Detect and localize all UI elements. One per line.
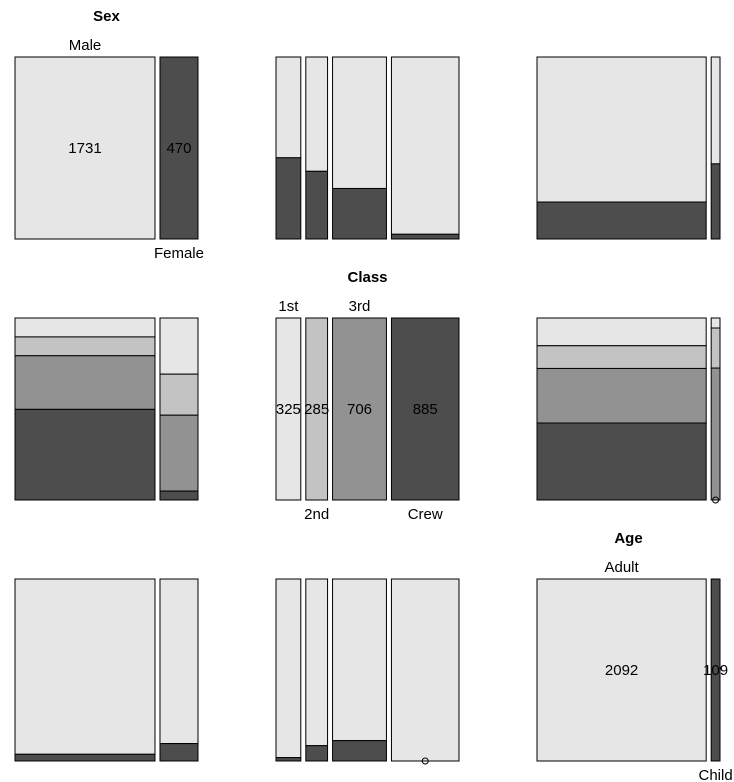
bar-age-adult [536, 578, 707, 762]
var-title-age: Age [614, 530, 642, 547]
mosaic-class-by-sex-tile-female-3rd [159, 414, 199, 492]
mosaic-class-by-age-tile-adult-crew [536, 422, 707, 501]
mosaic-class-by-age-tile-child-1st [710, 317, 721, 329]
var-title-class: Class [347, 269, 387, 286]
level-label-adult: Adult [604, 559, 639, 576]
mosaic-class-by-age-empty-child-crew [712, 496, 720, 504]
var-title-sex: Sex [93, 8, 120, 25]
bar-sex-male [14, 56, 156, 240]
mosaic-age-by-class-tile-crew-adult [390, 578, 460, 762]
mosaic-age-by-class-tile-3rd-child [332, 740, 387, 762]
mosaic-class-by-age-tile-child-2nd [710, 327, 721, 369]
level-label-2nd: 2nd [304, 506, 329, 523]
level-label-1st: 1st [278, 298, 299, 315]
mosaic-age-by-sex-tile-male-adult [14, 578, 156, 755]
mosaic-sex-by-class-tile-2nd-male [305, 56, 329, 172]
bar-class-1st [275, 317, 302, 501]
mosaic-age-by-sex-tile-female-child [159, 743, 199, 762]
mosaic-sex-by-class-tile-3rd-male [332, 56, 387, 189]
bar-age-child [710, 578, 721, 762]
mosaic-age-by-sex-tile-female-adult [159, 578, 199, 745]
count-label-1st: 325 [276, 401, 301, 418]
count-label-female: 470 [166, 140, 191, 157]
mosaic-age-by-class-tile-2nd-adult [305, 578, 329, 747]
mosaic-age-by-class-empty-crew-child [421, 757, 429, 765]
level-label-male: Male [69, 37, 102, 54]
mosaic-class-by-sex-tile-male-crew [14, 408, 156, 501]
mosaic-class-by-sex-tile-male-3rd [14, 355, 156, 410]
mosaic-class-by-age-tile-child-3rd [710, 367, 721, 501]
mosaic-sex-by-age-tile-child-female [710, 163, 721, 240]
mosaic-sex-by-class-tile-1st-female [275, 157, 302, 240]
mosaic-sex-by-class-tile-1st-male [275, 56, 302, 159]
mosaic-sex-by-class-tile-crew-female [390, 233, 460, 240]
mosaic-age-by-class-tile-1st-child [275, 757, 302, 762]
mosaic-class-by-age-tile-adult-2nd [536, 345, 707, 369]
mosaic-sex-by-age-tile-adult-female [536, 201, 707, 240]
mosaic-age-by-sex-tile-male-child [14, 753, 156, 762]
mosaic-class-by-sex-tile-male-2nd [14, 336, 156, 357]
mosaic-sex-by-class-tile-crew-male [390, 56, 460, 235]
mosaic-sex-by-class-tile-2nd-female [305, 170, 329, 240]
level-label-crew: Crew [408, 506, 443, 523]
count-label-3rd: 706 [347, 401, 372, 418]
mosaic-class-by-age-tile-adult-3rd [536, 367, 707, 424]
mosaic-sex-by-age-tile-adult-male [536, 56, 707, 203]
bar-sex-female [159, 56, 199, 240]
mosaic-class-by-sex-tile-male-1st [14, 317, 156, 338]
mosaic-class-by-sex-tile-female-1st [159, 317, 199, 375]
bar-class-crew [390, 317, 460, 501]
level-label-female: Female [154, 245, 204, 262]
mosaic-class-by-sex-tile-female-crew [159, 490, 199, 501]
mosaic-age-by-class-tile-3rd-adult [332, 578, 387, 742]
mosaic-age-by-class-tile-1st-adult [275, 578, 302, 759]
mosaic-age-by-class-tile-2nd-child [305, 745, 329, 762]
mosaic-sex-by-age-tile-child-male [710, 56, 721, 165]
count-label-male: 1731 [68, 140, 101, 157]
bar-class-2nd [305, 317, 329, 501]
level-label-child: Child [698, 767, 732, 782]
count-label-adult: 2092 [605, 662, 638, 679]
mosaic-sex-by-class-tile-3rd-female [332, 187, 387, 240]
count-label-child: 109 [703, 662, 728, 679]
count-label-crew: 885 [413, 401, 438, 418]
level-label-3rd: 3rd [349, 298, 371, 315]
mosaic-class-by-age-tile-adult-1st [536, 317, 707, 347]
bar-class-3rd [332, 317, 387, 501]
count-label-2nd: 285 [304, 401, 329, 418]
mosaic-class-by-sex-tile-female-2nd [159, 373, 199, 416]
